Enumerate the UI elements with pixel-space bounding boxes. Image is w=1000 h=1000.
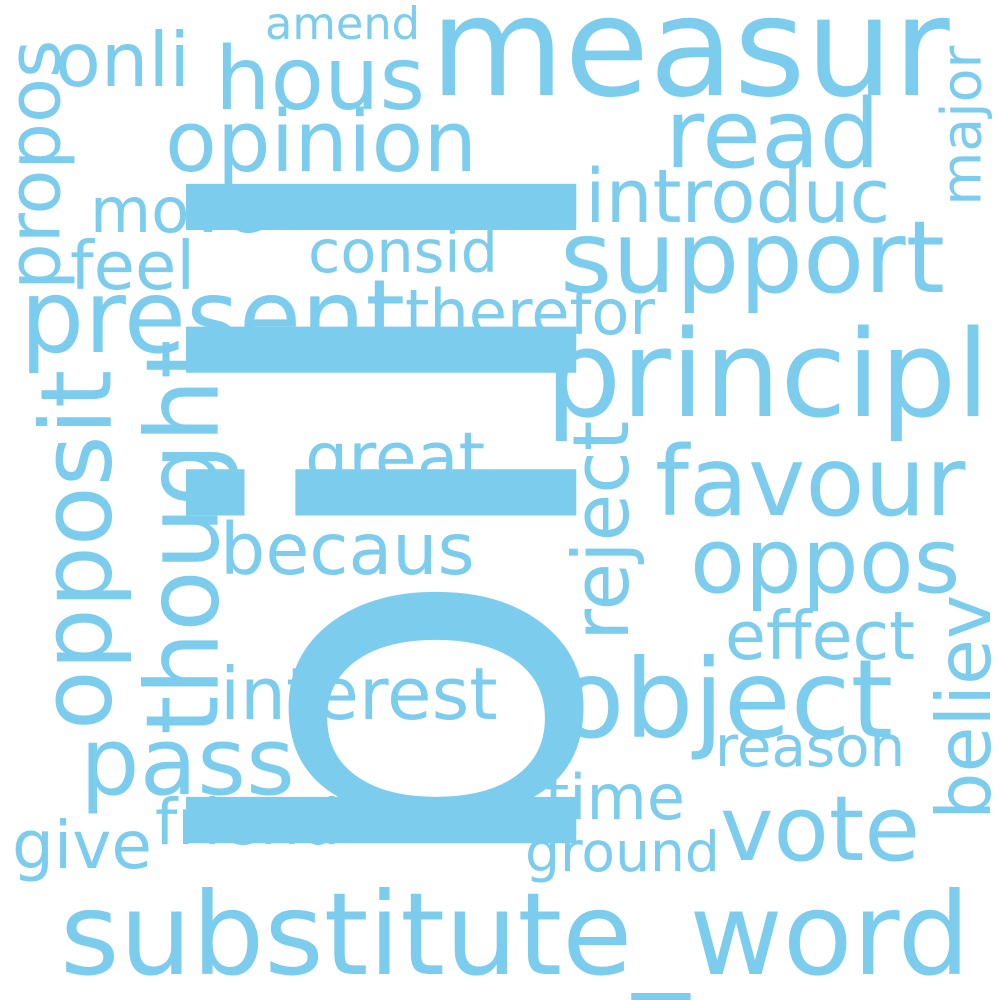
word-interest: interest [220, 653, 498, 737]
word-therefor: therefor [405, 275, 655, 349]
word-becaus: becaus [220, 508, 475, 591]
word-support: support [560, 198, 945, 316]
word-consid: consid [308, 217, 498, 286]
word-feel: feel [70, 226, 195, 305]
word-vote: vote [720, 776, 921, 882]
word-present: present [20, 258, 406, 376]
word-favour: favour [655, 425, 966, 538]
word-time: time [545, 762, 685, 834]
word-thought: thought [123, 339, 241, 735]
word-believ: believ [921, 594, 1000, 820]
word-oppos: oppos [690, 509, 961, 614]
word-pass: pass [80, 707, 295, 817]
word-major: major [930, 45, 995, 206]
word-principl: principl [545, 305, 990, 445]
word-ground: ground [525, 820, 720, 884]
word-amend: amend [265, 0, 420, 50]
word-substitute-word: substitute_word [60, 868, 971, 1000]
word-great: great [305, 419, 486, 498]
word-object: object [558, 635, 894, 763]
word-reason: reason [715, 714, 906, 780]
word-measur: measur [430, 0, 950, 128]
word-reject: reject [556, 420, 647, 641]
word-onli: onli [55, 16, 191, 104]
word-opinion: opinion [165, 92, 478, 191]
word-opposit: opposit [19, 369, 134, 731]
word-give: give [12, 807, 152, 884]
word-effect: effect [725, 596, 916, 675]
word-introduc: introduc [585, 154, 891, 240]
word-friend: friend [155, 785, 341, 859]
word-hous: hous [215, 28, 426, 130]
word-move: move [90, 173, 266, 247]
word-read: read [665, 78, 881, 190]
